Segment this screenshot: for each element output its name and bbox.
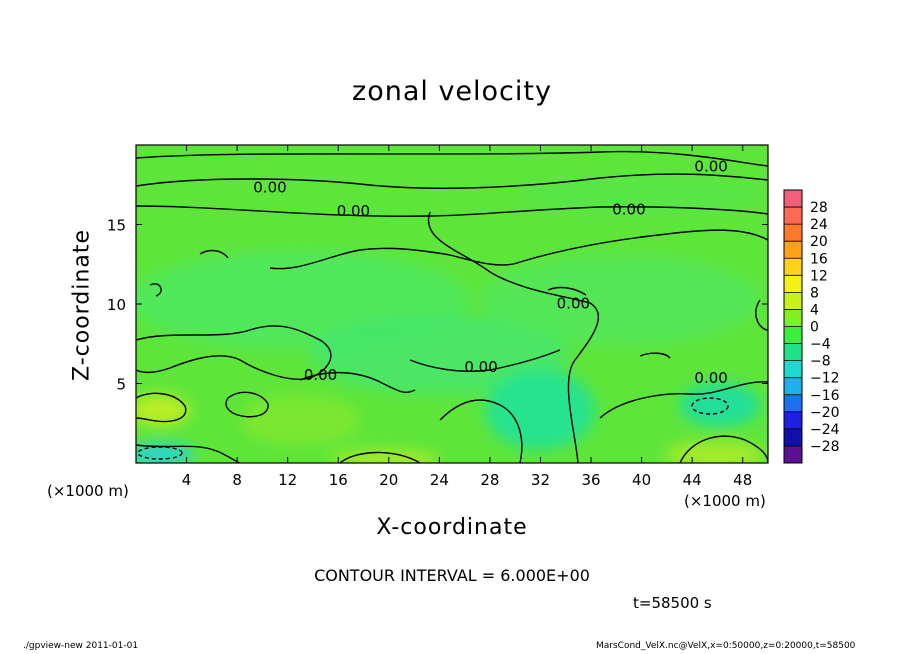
contour-label: 0.00 xyxy=(612,201,645,219)
x-unit-label-right: (×1000 m) xyxy=(684,492,766,510)
colorbar-label: 0 xyxy=(810,320,819,336)
colorbar-swatch xyxy=(784,207,802,225)
colorbar-label: 8 xyxy=(810,285,819,301)
colorbar-label: −24 xyxy=(810,422,840,438)
colorbar-swatch xyxy=(784,241,802,259)
x-tick-label: 48 xyxy=(733,471,752,489)
chart-title: zonal velocity xyxy=(352,76,552,107)
colorbar-swatch xyxy=(784,360,802,379)
colorbar-swatch xyxy=(784,275,802,293)
x-tick-label: 40 xyxy=(632,471,651,489)
colorbar-label: 4 xyxy=(810,302,819,318)
colorbar-swatch xyxy=(784,326,802,345)
time-label: t=58500 s xyxy=(633,594,712,612)
colorbar-swatch xyxy=(784,258,802,276)
contour-label: 0.00 xyxy=(694,369,727,387)
colorbar-label: −28 xyxy=(810,439,840,455)
contour-label: 0.00 xyxy=(694,158,727,176)
colorbar-swatch xyxy=(784,411,802,430)
colorbar-swatch xyxy=(784,190,802,208)
velocity-field: 0.00 0.00 0.00 0.00 0.00 0.00 0.00 0.00 xyxy=(136,145,768,463)
contour-interval-text: CONTOUR INTERVAL = 6.000E+00 xyxy=(314,566,590,585)
contour-label: 0.00 xyxy=(557,294,590,312)
contour-label: 0.00 xyxy=(464,358,497,376)
colorbar-swatch xyxy=(784,394,802,413)
contour-label: 0.00 xyxy=(337,202,370,220)
x-tick-label: 12 xyxy=(278,471,297,489)
y-axis-label: Z-coordinate xyxy=(69,229,95,381)
colorbar-label: 12 xyxy=(810,268,828,284)
colorbar-label: −20 xyxy=(810,405,840,421)
x-tick-label: 24 xyxy=(430,471,449,489)
y-tick-label: 10 xyxy=(107,296,126,314)
x-tick-label: 44 xyxy=(683,471,702,489)
colorbar-label: −8 xyxy=(810,354,831,370)
x-unit-label-left: (×1000 m) xyxy=(47,482,129,500)
x-axis: 4 8 12 16 20 24 28 32 36 40 44 48 xyxy=(182,145,752,489)
contour-label: 0.00 xyxy=(304,366,337,384)
footer-right: MarsCond_VelX.nc@VelX,x=0:50000,z=0:2000… xyxy=(596,641,856,651)
colorbar-label: 20 xyxy=(810,234,828,250)
colorbar-label: 24 xyxy=(810,217,828,233)
colorbar-swatch xyxy=(784,377,802,396)
x-tick-label: 8 xyxy=(232,471,242,489)
x-tick-label: 16 xyxy=(329,471,348,489)
colorbar-swatch xyxy=(784,343,802,362)
x-axis-label: X-coordinate xyxy=(376,515,528,540)
colorbar-swatch xyxy=(784,224,802,242)
y-tick-label: 15 xyxy=(107,217,126,235)
x-tick-label: 20 xyxy=(379,471,398,489)
colorbar-label: 16 xyxy=(810,251,828,267)
colorbar-label: −4 xyxy=(810,337,831,353)
colorbar-label: −16 xyxy=(810,388,840,404)
colorbar-swatch xyxy=(784,445,802,464)
colorbar-swatch xyxy=(784,292,802,310)
footer-left: ./gpview-new 2011-01-01 xyxy=(23,641,139,651)
colorbar-swatch xyxy=(784,428,802,447)
y-axis: 5 10 15 xyxy=(107,217,768,394)
x-tick-label: 28 xyxy=(480,471,499,489)
x-tick-label: 4 xyxy=(182,471,192,489)
colorbar-swatch xyxy=(784,309,802,327)
colorbar-label: −12 xyxy=(810,371,840,387)
y-tick-label: 5 xyxy=(116,376,126,394)
x-tick-label: 36 xyxy=(581,471,600,489)
contour-label: 0.00 xyxy=(253,178,286,196)
contour-labels: 0.00 0.00 0.00 0.00 0.00 0.00 0.00 0.00 xyxy=(253,158,728,387)
x-tick-label: 32 xyxy=(531,471,550,489)
colorbar-label: 28 xyxy=(810,200,828,216)
